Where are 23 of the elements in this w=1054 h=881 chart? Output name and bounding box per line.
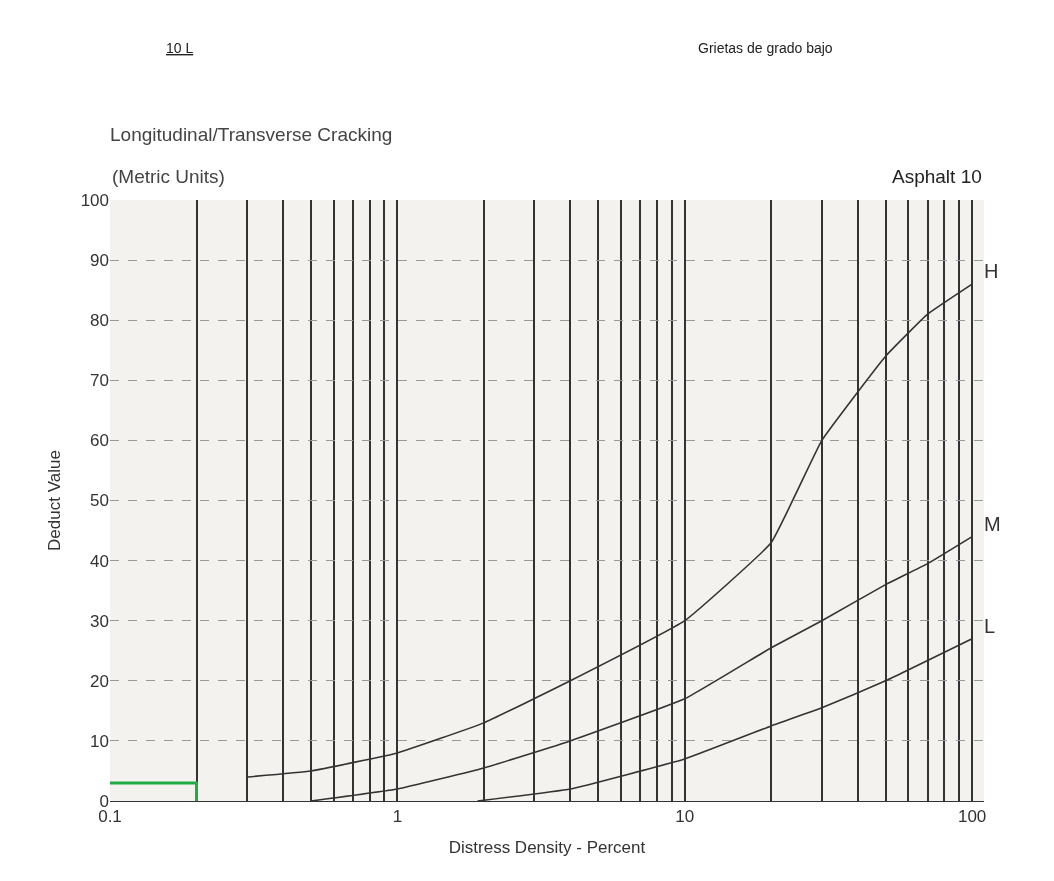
y-tick-label: 30 xyxy=(90,611,109,631)
x-axis-title: Distress Density - Percent xyxy=(448,837,646,857)
y-tick-label: 40 xyxy=(90,551,109,571)
text: 10 L xyxy=(166,40,194,56)
y-axis-title: Deduct Value xyxy=(45,450,65,551)
y-tick-label: 50 xyxy=(90,491,109,511)
y-tick-label: 20 xyxy=(90,671,109,691)
text: Grietas de grado bajo xyxy=(698,40,833,56)
y-tick-label: 80 xyxy=(90,311,109,331)
series-label: M xyxy=(984,513,1001,535)
y-tick-label: 60 xyxy=(90,431,109,451)
series-label: H xyxy=(984,260,999,282)
chart-subtitle: (Metric Units) xyxy=(112,166,225,187)
y-tick-label: 10 xyxy=(90,731,109,751)
series-label: L xyxy=(984,615,996,637)
x-tick-label: 1 xyxy=(392,807,403,827)
y-tick-label: 100 xyxy=(80,190,109,210)
y-tick-label: 90 xyxy=(90,251,109,271)
y-tick-label: 70 xyxy=(90,371,109,391)
chart-title: Longitudinal/Transverse Cracking xyxy=(110,123,393,145)
x-tick-label: 10 xyxy=(675,807,695,827)
x-tick-label: 100 xyxy=(957,807,987,827)
text: Asphalt 10 xyxy=(892,166,982,187)
